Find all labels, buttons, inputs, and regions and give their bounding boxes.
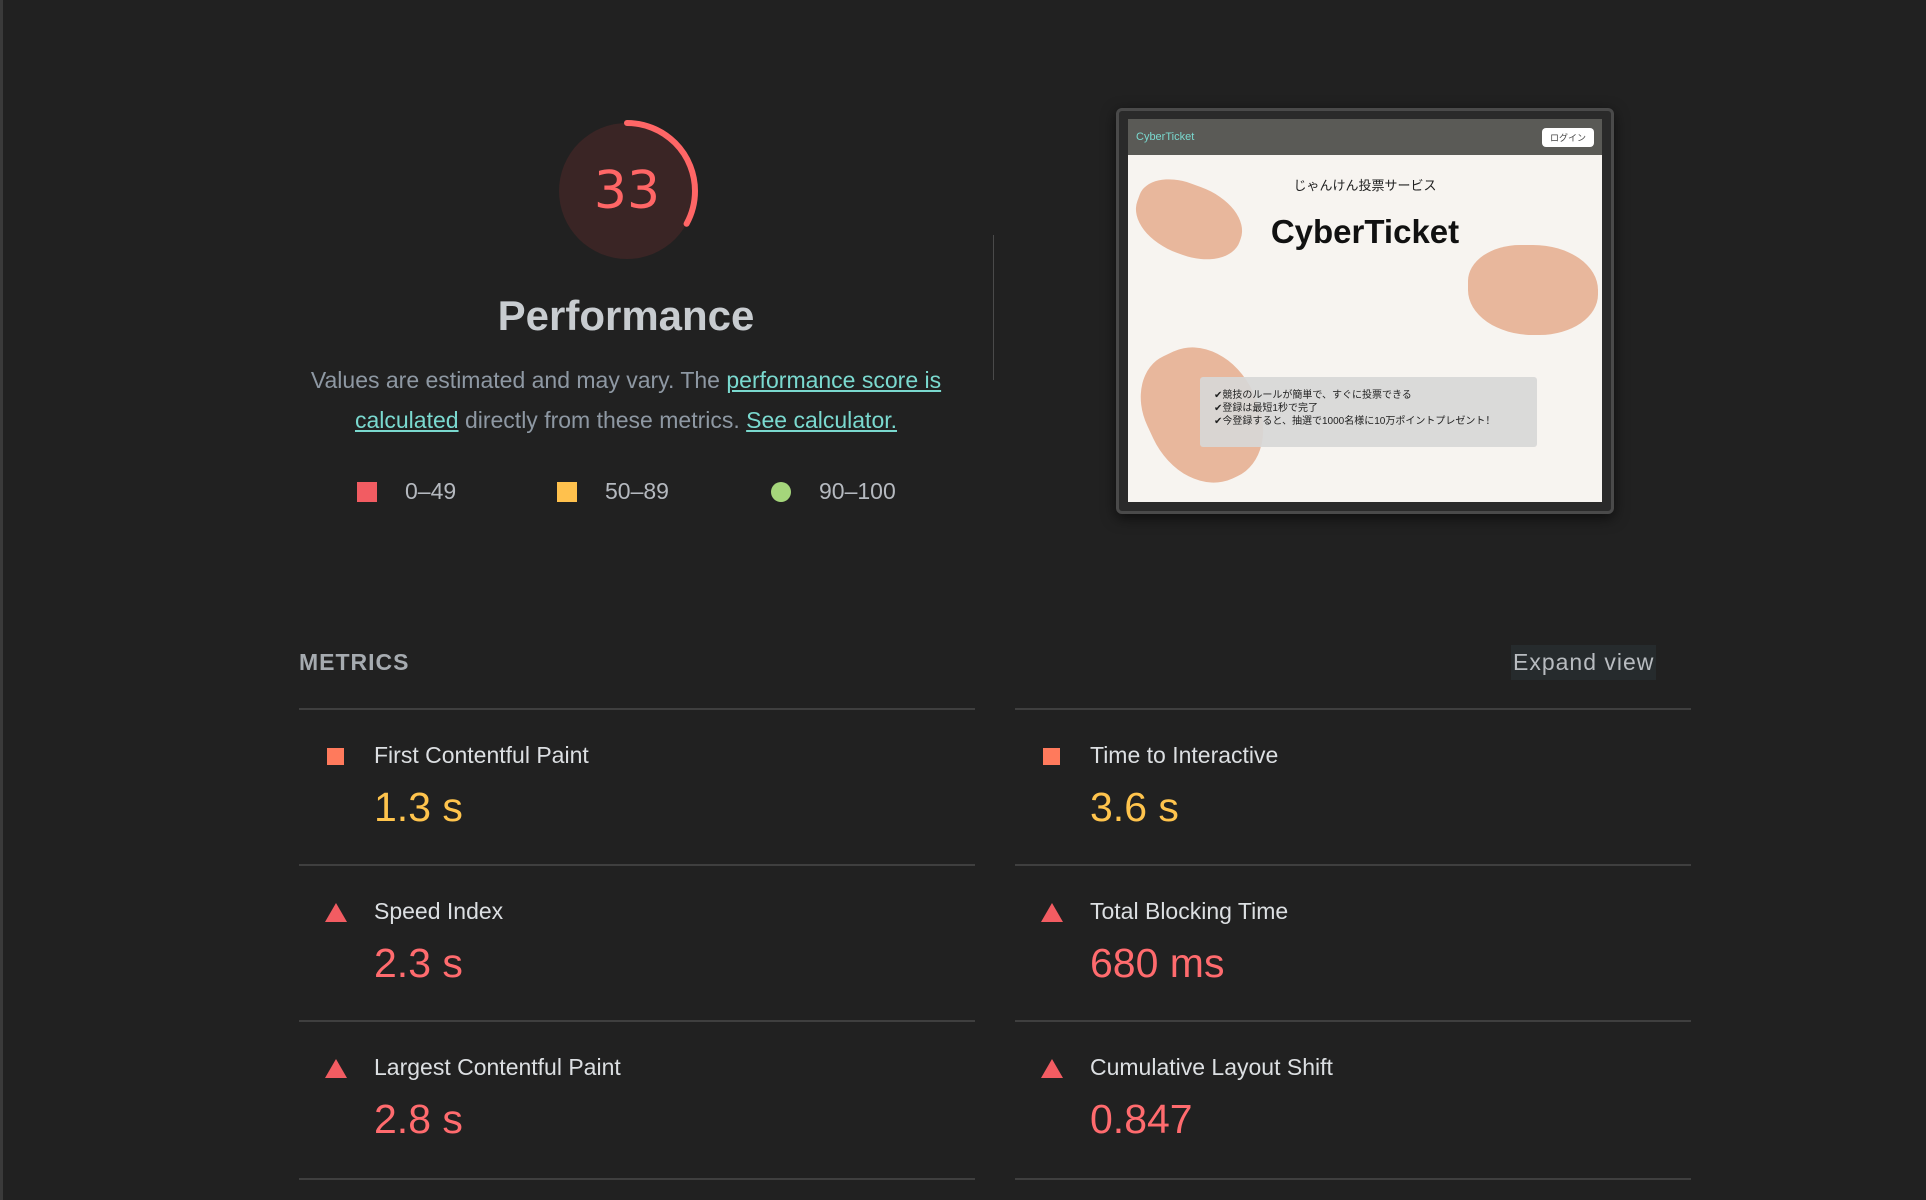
gauge-description: Values are estimated and may vary. The p… xyxy=(296,360,956,440)
gauge-score: 33 xyxy=(593,161,661,221)
desc-text-2: directly from these metrics. xyxy=(458,407,747,433)
gauge-title: Performance xyxy=(497,292,755,339)
metric-label: Speed Index xyxy=(374,898,504,924)
metric-value: 2.3 s xyxy=(374,940,463,986)
metrics-header: METRICS xyxy=(299,649,410,675)
screenshot-feature-line: ✔登録は最短1秒で完了 xyxy=(1214,403,1318,414)
green-circle-icon xyxy=(771,481,791,502)
score-legend: 0–49 50–89 90–100 xyxy=(0,478,1926,508)
hand-rock-image xyxy=(1468,245,1598,335)
metric-speed-index: Speed Index 2.3 s xyxy=(299,864,975,1022)
screenshot-feature-line: ✔今登録すると、抽選で1000名様に10万ポイントプレゼント！ xyxy=(1214,416,1496,427)
metric-total-blocking-time: Total Blocking Time 680 ms xyxy=(1015,864,1691,1022)
performance-score-link[interactable]: performance score is calculated xyxy=(354,367,942,433)
metric-value: 2.8 s xyxy=(374,1096,463,1142)
vertical-divider xyxy=(993,235,994,380)
metric-label: Time to Interactive xyxy=(1090,742,1279,768)
metric-value: 3.6 s xyxy=(1090,784,1179,830)
screenshot-feature-box: ✔競技のルールが簡単で、すぐに投票できる ✔登録は最短1秒で完了 ✔今登録すると… xyxy=(1200,377,1537,447)
final-screenshot[interactable]: CyberTicket ログイン じゃんけん投票サービス CyberTicket… xyxy=(1116,108,1614,514)
gauge-fill-circle xyxy=(559,123,695,259)
legend-item-average: 50–89 xyxy=(557,478,669,505)
legend-item-fail: 0–49 xyxy=(357,478,456,505)
expand-view-button[interactable]: Expand view xyxy=(1511,645,1657,680)
gauge-arc xyxy=(556,120,698,262)
fail-triangle-icon xyxy=(325,903,347,922)
screenshot-login-button: ログイン xyxy=(1541,127,1594,147)
average-square-icon xyxy=(1043,748,1060,765)
desc-text-1: Values are estimated and may vary. The xyxy=(310,367,727,393)
metric-first-contentful-paint: First Contentful Paint 1.3 s xyxy=(299,708,975,866)
performance-gauge[interactable]: 33 xyxy=(553,117,701,265)
screenshot-brand: CyberTicket xyxy=(1136,131,1195,143)
metric-label: Cumulative Layout Shift xyxy=(1090,1054,1333,1080)
left-edge-border xyxy=(0,0,3,1200)
fail-triangle-icon xyxy=(325,1059,347,1078)
metric-value: 680 ms xyxy=(1090,940,1225,986)
screenshot-hero: じゃんけん投票サービス CyberTicket ✔競技のルールが簡単で、すぐに投… xyxy=(1128,155,1602,502)
gauge-ring xyxy=(556,120,698,262)
metric-value: 0.847 xyxy=(1090,1096,1193,1142)
legend-label-average: 50–89 xyxy=(605,478,669,504)
screenshot-title: CyberTicket xyxy=(1270,213,1460,250)
red-square-icon xyxy=(357,481,377,502)
screenshot-subtitle: じゃんけん投票サービス xyxy=(1293,178,1437,193)
metric-label: First Contentful Paint xyxy=(374,742,589,768)
legend-item-pass: 90–100 xyxy=(771,478,896,505)
orange-square-icon xyxy=(557,481,577,502)
metric-label: Largest Contentful Paint xyxy=(374,1054,621,1080)
metric-time-to-interactive: Time to Interactive 3.6 s xyxy=(1015,708,1691,866)
metric-label: Total Blocking Time xyxy=(1090,898,1289,924)
metric-value: 1.3 s xyxy=(374,784,463,830)
screenshot-feature-line: ✔競技のルールが簡単で、すぐに投票できる xyxy=(1214,390,1412,401)
see-calculator-link[interactable]: See calculator. xyxy=(746,407,898,433)
legend-label-pass: 90–100 xyxy=(819,478,896,504)
metric-largest-contentful-paint: Largest Contentful Paint 2.8 s xyxy=(299,1020,975,1180)
screenshot-header: CyberTicket ログイン xyxy=(1128,119,1602,155)
fail-triangle-icon xyxy=(1041,1059,1063,1078)
legend-label-fail: 0–49 xyxy=(405,478,457,504)
fail-triangle-icon xyxy=(1041,903,1063,922)
metric-cumulative-layout-shift: Cumulative Layout Shift 0.847 xyxy=(1015,1020,1691,1180)
average-square-icon xyxy=(327,748,344,765)
screenshot-page: CyberTicket ログイン じゃんけん投票サービス CyberTicket… xyxy=(1128,119,1602,502)
